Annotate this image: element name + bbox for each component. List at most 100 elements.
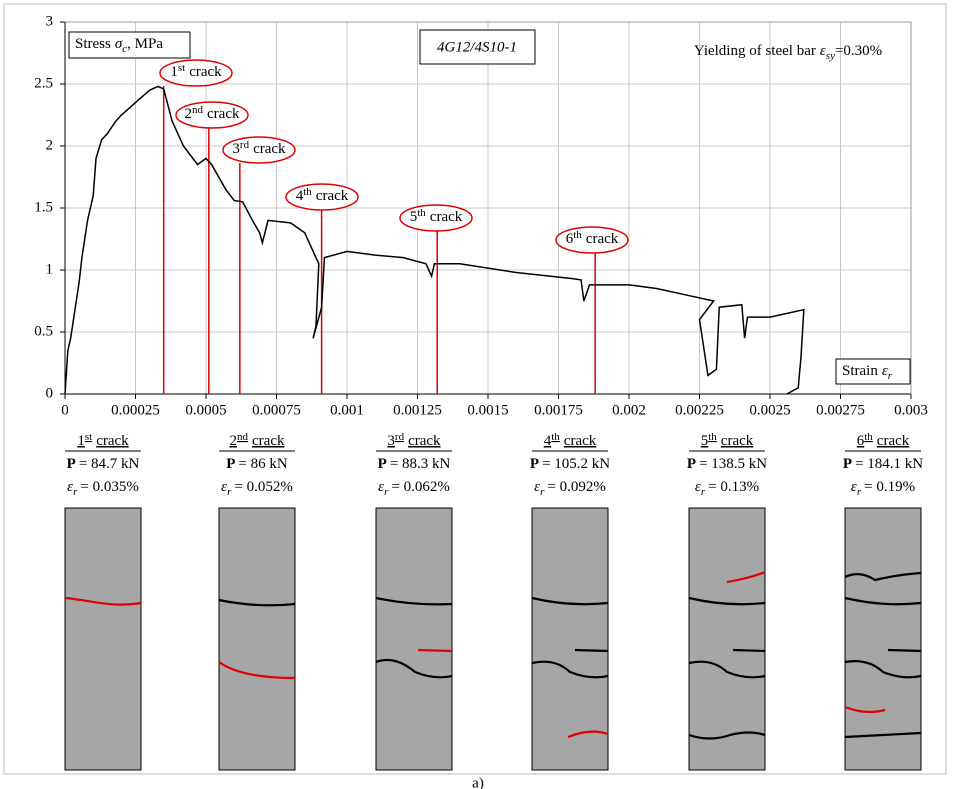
panel-load-part: = 105.2 kN (542, 456, 610, 472)
figure: a) 00.000250.00050.000750.0010.001250.00… (0, 0, 953, 789)
panel-load: P= 184.1 kN (843, 456, 923, 472)
crack-label-part: nd (192, 104, 204, 116)
y-tick-label: 1 (46, 261, 54, 277)
panel-title-part: crack (252, 433, 285, 449)
crack-pattern (418, 650, 452, 651)
panel-load-part: P (378, 456, 387, 472)
stress-label-part: Stress (75, 36, 111, 52)
crack-label-part: crack (316, 188, 349, 204)
panel-title-part: nd (237, 431, 249, 443)
panel-strain-part: = 0.092% (547, 479, 605, 495)
panel-title-part: rd (395, 431, 405, 443)
panel-strain: εr= 0.052% (221, 479, 293, 497)
panel-title-part: th (551, 431, 560, 443)
panel-title-part: crack (564, 433, 597, 449)
x-tick-label: 0.002 (612, 402, 646, 418)
x-tick-label: 0.003 (894, 402, 928, 418)
panel-strain-part: r (540, 486, 545, 498)
crack-label-part: th (417, 207, 426, 219)
panel-load-part: = 88.3 kN (390, 456, 451, 472)
panel-strain-part: = 0.035% (80, 479, 138, 495)
crack-label-part: crack (207, 106, 240, 122)
yield-note-part: =0.30% (835, 43, 882, 59)
crack-pattern (575, 650, 608, 651)
y-tick-label: 0 (46, 385, 54, 401)
y-tick-label: 0.5 (34, 323, 53, 339)
panel-load: P= 88.3 kN (378, 456, 451, 472)
caption: a) (472, 775, 484, 789)
crack-label-part: th (303, 186, 312, 198)
stress-label-part: , MPa (127, 36, 163, 52)
panel-load-part: = 86 kN (238, 456, 287, 472)
crack-label-part: 5 (410, 209, 418, 225)
panel-title-part: crack (721, 433, 754, 449)
crack-label-part: 1 (170, 64, 178, 80)
yield-note-part: sy (826, 50, 835, 62)
specimen-panel (219, 508, 295, 770)
panel-strain: εr= 0.035% (67, 479, 139, 497)
strain-label-part: r (888, 370, 893, 382)
panel-strain-part: r (701, 486, 706, 498)
x-tick-label: 0.00275 (816, 402, 865, 418)
crack-label-part: crack (253, 141, 286, 157)
y-tick-label: 2 (46, 137, 54, 153)
panel-load-part: = 184.1 kN (855, 456, 923, 472)
panel-strain-part: = 0.052% (234, 479, 292, 495)
x-tick-label: 0.00225 (675, 402, 724, 418)
strain-label-part: Strain (842, 363, 878, 379)
panel-strain: εr= 0.19% (851, 479, 915, 497)
crack-label-part: rd (240, 139, 250, 151)
panel-title-part: crack (877, 433, 910, 449)
x-tick-label: 0.00175 (534, 402, 583, 418)
panel-title: 4thcrack (544, 431, 597, 450)
y-tick-label: 2.5 (34, 75, 53, 91)
specimen-panel (65, 508, 141, 770)
x-tick-label: 0.00025 (111, 402, 160, 418)
x-tick-label: 0.0015 (467, 402, 508, 418)
panel-strain: εr= 0.062% (378, 479, 450, 497)
panel-title-part: crack (408, 433, 441, 449)
figure-frame (4, 4, 946, 774)
panel-title-part: 2 (230, 433, 238, 449)
panel-strain: εr= 0.092% (534, 479, 606, 497)
panel-strain-part: = 0.062% (391, 479, 449, 495)
panel-strain-part: r (73, 486, 78, 498)
crack-label-part: 2 (185, 106, 193, 122)
panel-load: P= 105.2 kN (530, 456, 610, 472)
panel-strain-part: r (227, 486, 232, 498)
crack-label-part: 3 (232, 141, 240, 157)
panel-strain-part: r (384, 486, 389, 498)
panel-load: P= 138.5 kN (687, 456, 767, 472)
panel-load-part: P (530, 456, 539, 472)
panel-title-part: 3 (387, 433, 395, 449)
panel-strain: εr= 0.13% (695, 479, 759, 497)
stress-strain-line (65, 86, 804, 394)
panel-load-part: P (67, 456, 76, 472)
panel-title-part: th (864, 431, 873, 443)
y-tick-label: 3 (46, 13, 54, 29)
panel-strain-part: = 0.13% (708, 479, 759, 495)
panel-load-part: P (226, 456, 235, 472)
panel-title-part: 1 (77, 433, 85, 449)
specimen-panel (376, 508, 452, 770)
crack-label-part: crack (586, 231, 619, 247)
yield-note-part: Yielding of steel bar (694, 43, 816, 59)
panel-title: 3rdcrack (387, 431, 441, 450)
panel-strain-part: = 0.19% (864, 479, 915, 495)
crack-label-part: th (573, 229, 582, 241)
crack-label-part: st (178, 62, 185, 74)
panel-load: P= 84.7 kN (67, 456, 140, 472)
specimen-label: 4G12/4S10-1 (437, 39, 517, 55)
panel-load-part: P (687, 456, 696, 472)
crack-label-part: crack (430, 209, 463, 225)
panel-title-part: crack (96, 433, 129, 449)
panel-title-part: st (85, 431, 92, 443)
panel-strain-part: r (857, 486, 862, 498)
